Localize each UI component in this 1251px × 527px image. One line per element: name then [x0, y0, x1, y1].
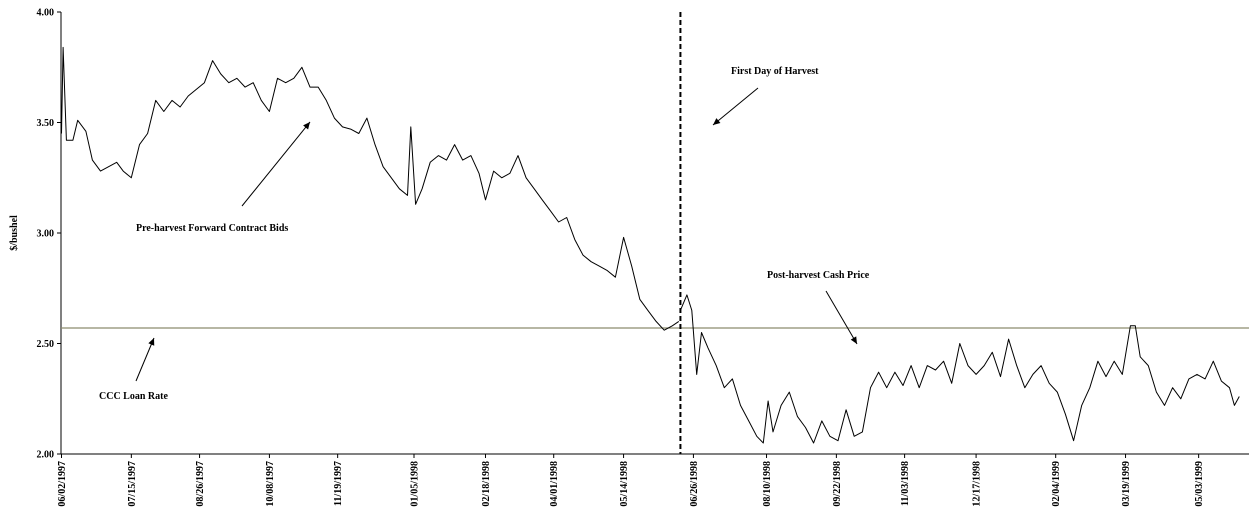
forward-arrow-head: [303, 122, 310, 130]
x-tick-label: 05/14/1998: [619, 461, 630, 507]
cash-arrow-head: [850, 336, 857, 344]
x-tick-label: 10/08/1997: [265, 461, 276, 507]
x-tick-label: 06/02/1997: [57, 461, 68, 507]
series-group: [61, 46, 1240, 444]
x-tick-label: 08/10/1998: [762, 461, 773, 507]
y-tick-label: 2.50: [37, 339, 55, 350]
x-tick-label: 05/03/1999: [1194, 461, 1205, 507]
x-tick-label: 02/18/1998: [481, 461, 492, 507]
x-tick-label: 01/05/1998: [410, 461, 421, 507]
x-tick-label: 08/26/1997: [195, 461, 206, 507]
annotations: First Day of Harvest Pre-harvest Forward …: [99, 66, 870, 402]
x-tick-label: 04/01/1998: [549, 461, 560, 507]
y-tick-label: 3.00: [37, 229, 55, 240]
series-line-0: [61, 46, 680, 331]
loan-arrow-head: [148, 338, 155, 346]
annotation-forward: Pre-harvest Forward Contract Bids: [136, 223, 288, 234]
axes: 2.00 2.50 3.00 3.50 4.00 06/02/1997 07/15/1997…: [37, 8, 1249, 507]
y-tick-label: 2.00: [37, 450, 55, 461]
x-tick-label: 11/19/1997: [333, 461, 344, 506]
x-tick-label: 06/26/1998: [689, 461, 700, 507]
annotation-harvest: First Day of Harvest: [731, 66, 819, 77]
x-tick-label: 11/03/1998: [900, 461, 911, 506]
annotation-loan: CCC Loan Rate: [99, 391, 168, 402]
loan-arrow: [135, 337, 155, 382]
annotation-cash: Post-harvest Cash Price: [767, 270, 870, 281]
x-tick-label: 09/22/1998: [832, 461, 843, 507]
y-tick-label: 4.00: [37, 8, 55, 19]
series-line-1: [679, 294, 1240, 444]
forward-arrow: [241, 121, 311, 207]
reference-lines: [61, 12, 1249, 454]
x-tick-label: 12/17/1998: [972, 461, 983, 507]
cash-arrow: [825, 290, 858, 345]
y-tick-label: 3.50: [37, 118, 55, 129]
y-axis-title: $/bushel: [9, 215, 20, 251]
x-tick-label: 07/15/1997: [127, 461, 138, 507]
x-tick-label: 02/04/1999: [1051, 461, 1062, 507]
x-tick-label: 03/19/1999: [1121, 461, 1132, 507]
harvest-arrow: [712, 87, 759, 126]
harvest-arrow-head: [713, 118, 721, 125]
